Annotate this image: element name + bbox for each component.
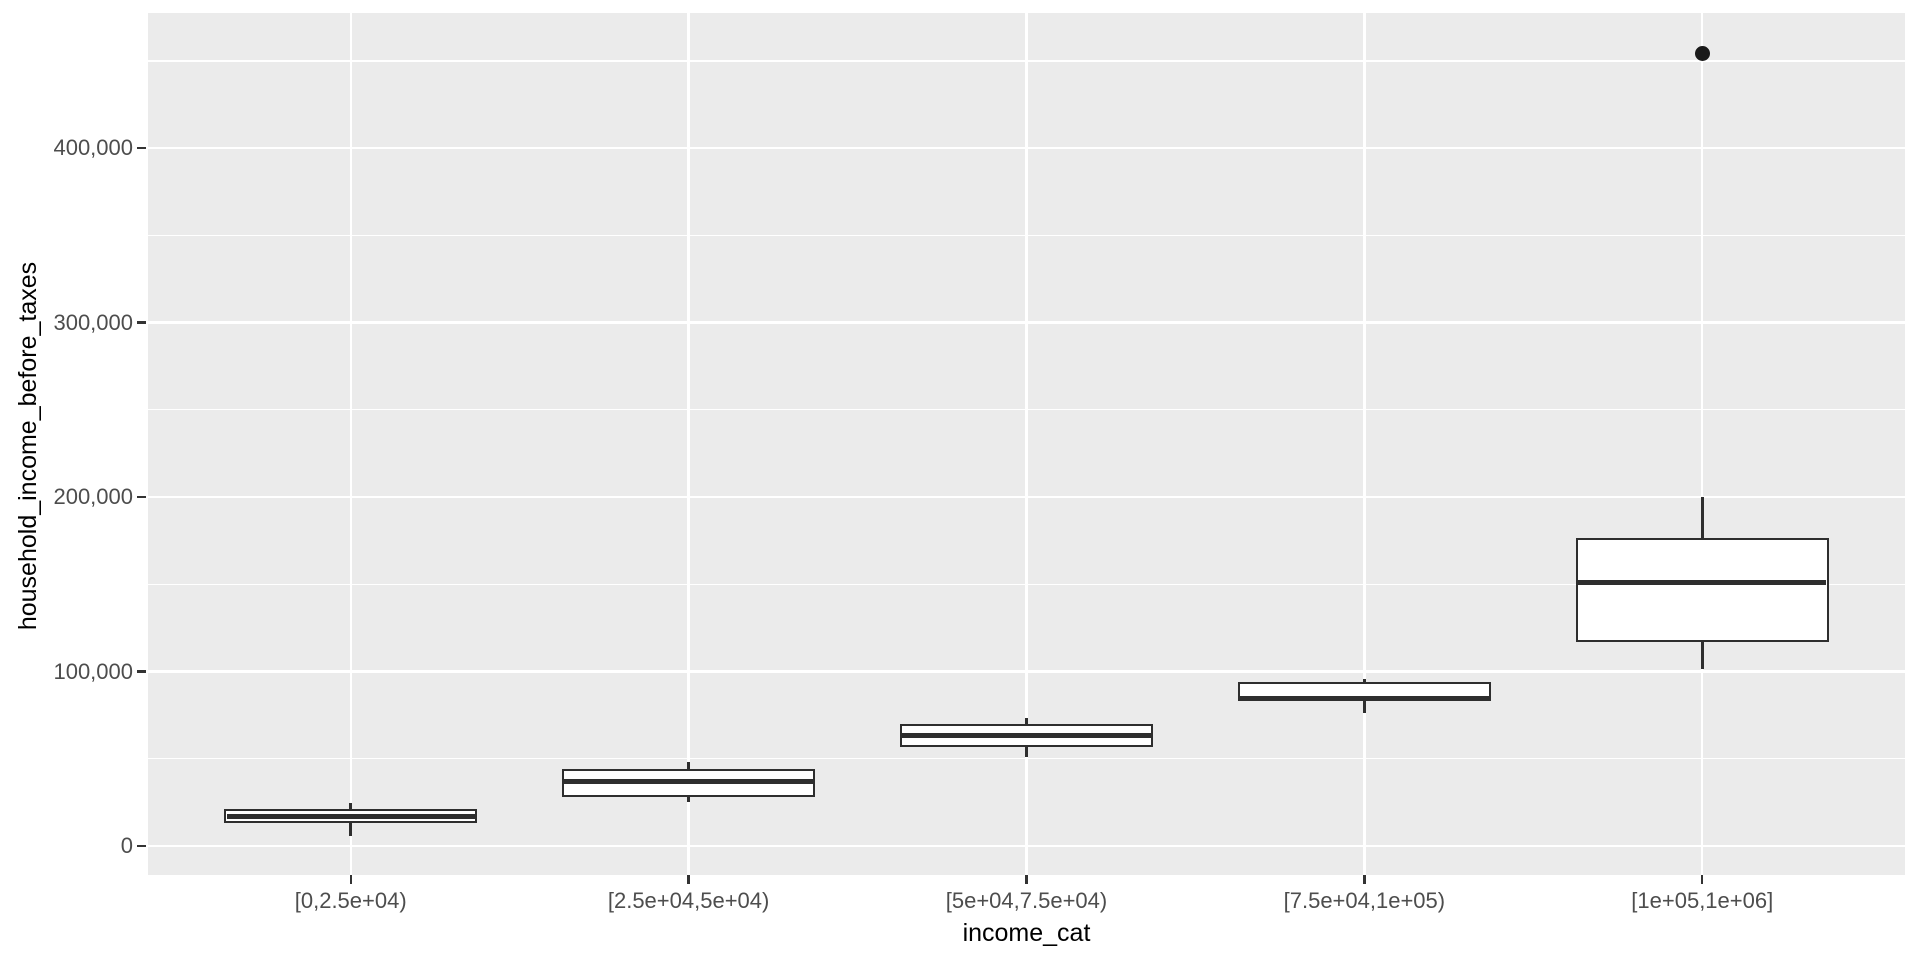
y-axis-title: household_income_before_taxes (14, 261, 42, 631)
x-major-gridline (1363, 13, 1366, 875)
x-tick-mark (349, 875, 352, 884)
y-tick-label: 200,000 (53, 484, 133, 510)
outlier-point (1694, 46, 1710, 62)
x-tick-mark (687, 875, 690, 884)
x-major-gridline (349, 13, 352, 875)
x-axis-title: income_cat (962, 919, 1091, 947)
median-line (226, 813, 475, 819)
y-tick-mark (137, 844, 146, 848)
y-tick-mark (137, 321, 146, 324)
x-tick-mark (1025, 875, 1028, 884)
median-line (902, 732, 1151, 738)
median-line (1578, 580, 1827, 586)
x-tick-label: [2.5e+04,5e+04) (607, 888, 770, 913)
y-tick-mark (137, 670, 146, 673)
upper-whisker (687, 762, 690, 770)
upper-whisker (1025, 717, 1028, 724)
lower-whisker (349, 823, 352, 836)
x-tick-label: [7.5e+04,1e+05) (1283, 888, 1446, 913)
y-tick-label: 400,000 (53, 135, 133, 161)
x-major-gridline (1025, 13, 1028, 875)
y-tick-mark (137, 146, 146, 150)
lower-whisker (1363, 701, 1366, 714)
y-tick-label: 300,000 (53, 309, 133, 335)
median-line (564, 779, 813, 785)
x-tick-label: [0,2.5e+04) (294, 888, 407, 913)
lower-whisker (1701, 641, 1704, 669)
lower-whisker (1025, 747, 1028, 758)
x-tick-mark (1701, 875, 1704, 884)
x-tick-mark (1363, 875, 1366, 884)
plot-panel (148, 13, 1905, 875)
lower-whisker (687, 797, 690, 803)
y-tick-mark (137, 495, 146, 499)
y-tick-label: 100,000 (53, 658, 133, 684)
iqr-box (1575, 538, 1829, 642)
upper-whisker (1701, 497, 1704, 539)
upper-whisker (1363, 679, 1366, 682)
x-tick-label: [1e+05,1e+06] (1631, 888, 1774, 913)
upper-whisker (349, 803, 352, 810)
x-major-gridline (687, 13, 690, 875)
x-tick-label: [5e+04,7.5e+04) (945, 888, 1108, 913)
y-tick-label: 0 (120, 833, 133, 859)
x-major-gridline (1701, 13, 1704, 875)
median-line (1240, 695, 1489, 701)
